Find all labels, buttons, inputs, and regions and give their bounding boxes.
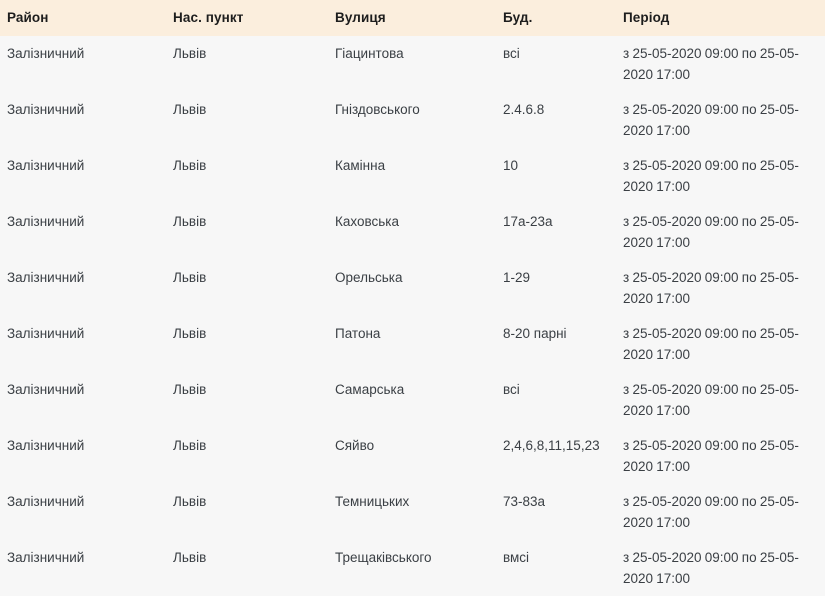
table-header-row: Район Нас. пункт Вулиця Буд. Період — [0, 0, 825, 36]
table-row: Залізничний Львів Гіацинтова всі з 25-05… — [0, 36, 825, 92]
cell-street: Каховська — [335, 214, 399, 229]
cell-city: Львів — [173, 494, 207, 509]
cell-city: Львів — [173, 326, 207, 341]
cell-period: з 25-05-2020 09:00 по 25-05-2020 17:00 — [620, 260, 825, 316]
cell-street: Орельська — [335, 270, 403, 285]
cell-period: з 25-05-2020 09:00 по 25-05-2020 17:00 — [620, 204, 825, 260]
table-row: Залізничний Львів Орельська 1-29 з 25-05… — [0, 260, 825, 316]
cell-street: Сяйво — [335, 438, 375, 453]
cell-district: Залізничний — [7, 46, 85, 61]
cell-period: з 25-05-2020 09:00 по 25-05-2020 17:00 — [620, 36, 825, 92]
cell-city: Львів — [173, 550, 207, 565]
cell-city: Львів — [173, 214, 207, 229]
table-row: Залізничний Львів Сяйво 2,4,6,8,11,15,23… — [0, 428, 825, 484]
column-header-street[interactable]: Вулиця — [334, 0, 500, 36]
cell-city: Львів — [173, 270, 207, 285]
cell-district: Залізничний — [7, 270, 85, 285]
cell-street: Самарська — [335, 382, 405, 397]
cell-period: з 25-05-2020 09:00 по 25-05-2020 17:00 — [620, 428, 825, 484]
cell-building: всі — [503, 46, 520, 61]
cell-building: 8-20 парні — [503, 326, 567, 341]
cell-building: всі — [503, 382, 520, 397]
cell-district: Залізничний — [7, 382, 85, 397]
cell-building: 2.4.6.8 — [503, 102, 545, 117]
period-text: з 25-05-2020 09:00 по 25-05-2020 17:00 — [623, 46, 799, 82]
cell-street: Трещаківського — [335, 550, 432, 565]
cell-street: Камінна — [335, 158, 386, 173]
cell-district: Залізничний — [7, 214, 85, 229]
cell-street: Гіацинтова — [335, 46, 404, 61]
cell-period: з 25-05-2020 09:00 по 25-05-2020 17:00 — [620, 372, 825, 428]
table-row: Залізничний Львів Самарська всі з 25-05-… — [0, 372, 825, 428]
cell-period: з 25-05-2020 09:00 по 25-05-2020 17:00 — [620, 148, 825, 204]
cell-street: Патона — [335, 326, 381, 341]
cell-city: Львів — [173, 382, 207, 397]
table-header: Район Нас. пункт Вулиця Буд. Період — [0, 0, 825, 36]
cell-building: 2,4,6,8,11,15,23 — [503, 438, 600, 453]
cell-street: Гніздовського — [335, 102, 420, 117]
table-row: Залізничний Львів Камінна 10 з 25-05-202… — [0, 148, 825, 204]
table-row: Залізничний Львів Каховська 17а-23а з 25… — [0, 204, 825, 260]
column-header-building[interactable]: Буд. — [500, 0, 620, 36]
cell-period: з 25-05-2020 09:00 по 25-05-2020 17:00 — [620, 540, 825, 596]
table-body: Залізничний Львів Гіацинтова всі з 25-05… — [0, 36, 825, 596]
cell-period: з 25-05-2020 09:00 по 25-05-2020 17:00 — [620, 484, 825, 540]
cell-district: Залізничний — [7, 158, 85, 173]
cell-building: 73-83а — [503, 494, 546, 509]
cell-district: Залізничний — [7, 102, 85, 117]
table-row: Залізничний Львів Трещаківського вмсі з … — [0, 540, 825, 596]
column-header-city[interactable]: Нас. пункт — [170, 0, 334, 36]
period-text: з 25-05-2020 09:00 по 25-05-2020 17:00 — [623, 158, 799, 194]
period-text: з 25-05-2020 09:00 по 25-05-2020 17:00 — [623, 550, 799, 586]
table-row: Залізничний Львів Гніздовського 2.4.6.8 … — [0, 92, 825, 148]
table-row: Залізничний Львів Темницьких 73-83а з 25… — [0, 484, 825, 540]
cell-building: вмсі — [503, 550, 530, 565]
cell-building: 17а-23а — [503, 214, 553, 229]
period-text: з 25-05-2020 09:00 по 25-05-2020 17:00 — [623, 382, 799, 418]
cell-city: Львів — [173, 102, 207, 117]
table-row: Залізничний Львів Патона 8-20 парні з 25… — [0, 316, 825, 372]
cell-city: Львів — [173, 46, 207, 61]
cell-period: з 25-05-2020 09:00 по 25-05-2020 17:00 — [620, 92, 825, 148]
period-text: з 25-05-2020 09:00 по 25-05-2020 17:00 — [623, 270, 799, 306]
cell-building: 1-29 — [503, 270, 531, 285]
cell-city: Львів — [173, 438, 207, 453]
period-text: з 25-05-2020 09:00 по 25-05-2020 17:00 — [623, 102, 799, 138]
cell-district: Залізничний — [7, 550, 85, 565]
cell-city: Львів — [173, 158, 207, 173]
cell-district: Залізничний — [7, 494, 85, 509]
column-header-period[interactable]: Період — [620, 0, 825, 36]
period-text: з 25-05-2020 09:00 по 25-05-2020 17:00 — [623, 214, 799, 250]
cell-building: 10 — [503, 158, 519, 173]
cell-district: Залізничний — [7, 326, 85, 341]
period-text: з 25-05-2020 09:00 по 25-05-2020 17:00 — [623, 438, 799, 474]
cell-street: Темницьких — [335, 494, 410, 509]
period-text: з 25-05-2020 09:00 по 25-05-2020 17:00 — [623, 326, 799, 362]
column-header-district[interactable]: Район — [0, 0, 170, 36]
cell-period: з 25-05-2020 09:00 по 25-05-2020 17:00 — [620, 316, 825, 372]
cell-district: Залізничний — [7, 438, 85, 453]
period-text: з 25-05-2020 09:00 по 25-05-2020 17:00 — [623, 494, 799, 530]
